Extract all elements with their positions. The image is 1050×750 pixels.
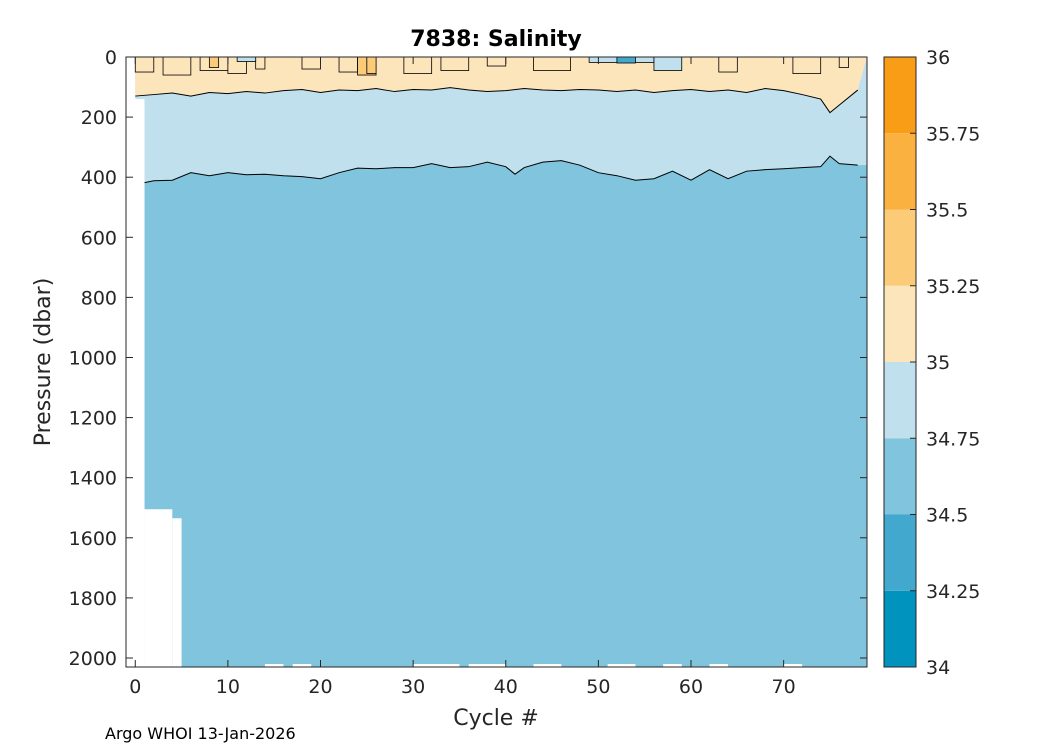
bottom-gap xyxy=(783,663,803,667)
colorbar-segment xyxy=(884,362,916,439)
surface-fresh-patch xyxy=(653,57,683,71)
surface-salty-patch xyxy=(486,57,507,67)
plot-area xyxy=(126,57,867,667)
y-axis-label: Pressure (dbar) xyxy=(31,278,56,447)
colorbar-tick-label: 35.25 xyxy=(926,276,980,298)
bottom-gap xyxy=(709,663,729,667)
surface-fresh-patch xyxy=(616,57,636,64)
colorbar-tick-label: 34.75 xyxy=(926,428,980,450)
y-tick-label: 1600 xyxy=(69,528,117,550)
colorbar-tick-label: 34.5 xyxy=(926,505,968,527)
colorbar-segment xyxy=(884,438,916,515)
y-tick-label: 1400 xyxy=(69,468,117,490)
x-axis: 0 10 20 30 40 50 60 70 xyxy=(129,57,796,698)
bottom-gap xyxy=(413,663,460,667)
y-tick-label: 0 xyxy=(105,47,117,69)
y-axis: 0 200 400 600 800 1000 1200 1400 1600 1800 2000 xyxy=(69,47,867,670)
colorbar-tick-label: 34.25 xyxy=(926,581,980,603)
surface-salty-patch xyxy=(255,57,266,70)
y-tick-label: 2000 xyxy=(69,648,117,670)
surface-salty-patch xyxy=(403,57,433,74)
contour-line-35 xyxy=(135,87,859,114)
y-tick-label: 800 xyxy=(81,287,117,309)
surface-salty-patch xyxy=(838,57,849,68)
surface-salty-patch xyxy=(338,57,358,73)
surface-salty-patch xyxy=(440,57,470,71)
y-tick-label: 1200 xyxy=(69,408,117,430)
x-axis-label: Cycle # xyxy=(453,706,539,731)
x-tick-label: 60 xyxy=(679,676,703,698)
contour-line-34.75 xyxy=(135,155,858,184)
surface-salty-patch xyxy=(162,57,192,76)
colorbar: 34 34.25 34.5 34.75 35 35.25 35.5 35.75 36 xyxy=(883,47,980,679)
colorbar-segment xyxy=(884,209,916,286)
bottom-gap xyxy=(292,663,312,667)
x-tick-label: 20 xyxy=(308,676,332,698)
chart-title: 7838: Salinity xyxy=(410,27,582,52)
bottom-gap xyxy=(663,663,682,667)
surface-fresh-patch xyxy=(236,57,257,62)
colorbar-segment xyxy=(884,57,916,134)
colorbar-segment xyxy=(884,590,916,667)
x-tick-label: 30 xyxy=(401,676,425,698)
colorbar-segment xyxy=(884,514,916,591)
x-tick-label: 40 xyxy=(494,676,518,698)
surface-salty-patch xyxy=(792,57,822,74)
bottom-gap xyxy=(533,663,562,667)
surface-salty-patch xyxy=(134,57,155,73)
band-35-35.25 xyxy=(135,57,867,113)
y-tick-label: 1800 xyxy=(69,588,117,610)
surface-salty-patch xyxy=(301,57,321,70)
colorbar-tick-label: 34 xyxy=(926,657,950,679)
missing-data-region xyxy=(144,509,173,667)
x-tick-label: 70 xyxy=(772,676,796,698)
y-tick-label: 200 xyxy=(81,107,117,129)
x-tick-label: 0 xyxy=(129,676,141,698)
y-tick-label: 400 xyxy=(81,167,117,189)
bottom-gap xyxy=(607,663,636,667)
colorbar-segment xyxy=(884,133,916,210)
colorbar-segment xyxy=(884,285,916,362)
surface-salty-patch xyxy=(718,57,738,73)
x-tick-label: 50 xyxy=(586,676,610,698)
surface-salty-patch xyxy=(208,57,220,68)
surface-salty-patch xyxy=(366,57,377,74)
y-tick-label: 1000 xyxy=(69,347,117,369)
missing-data-region xyxy=(172,518,182,667)
y-tick-label: 600 xyxy=(81,227,117,249)
x-tick-label: 10 xyxy=(216,676,240,698)
colorbar-tick-label: 35 xyxy=(926,352,950,374)
bottom-gap xyxy=(468,663,506,667)
colorbar-tick-label: 36 xyxy=(926,47,950,69)
surface-salty-patch xyxy=(533,57,571,71)
missing-data-region xyxy=(126,99,145,667)
bottom-gap xyxy=(264,663,284,667)
colorbar-tick-label: 35.75 xyxy=(926,123,980,145)
plot-frame xyxy=(125,56,868,668)
footer-credit: Argo WHOI 13-Jan-2026 xyxy=(105,724,296,743)
colorbar-tick-label: 35.5 xyxy=(926,200,968,222)
